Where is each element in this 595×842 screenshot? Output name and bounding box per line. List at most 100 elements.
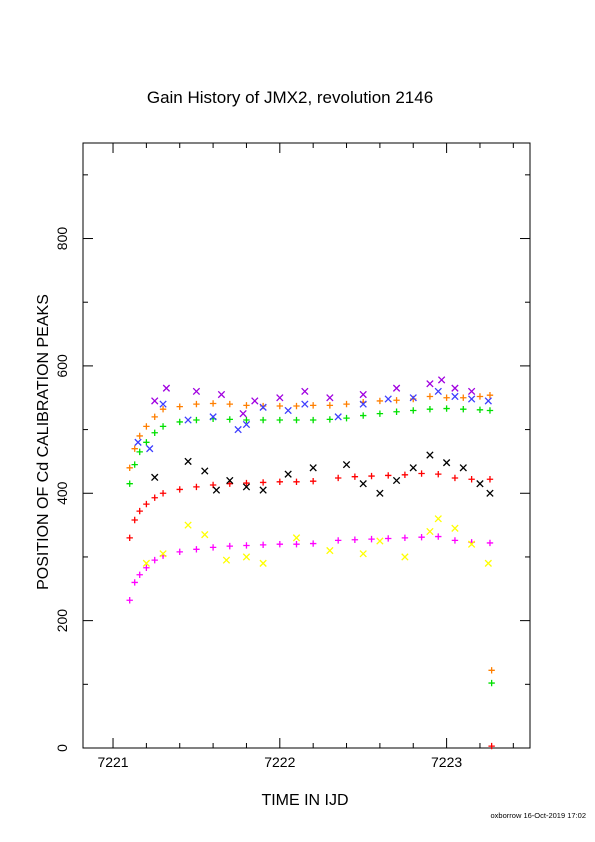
data-point-magenta xyxy=(418,534,425,541)
data-point-blue xyxy=(209,413,217,421)
data-point-blue xyxy=(434,387,442,396)
data-point-black xyxy=(242,483,251,491)
data-point-yellow xyxy=(434,515,442,523)
data-point-orange xyxy=(226,400,233,408)
data-point-red xyxy=(226,480,233,487)
data-point-purple xyxy=(301,387,309,396)
data-point-purple xyxy=(251,397,259,405)
data-point-orange xyxy=(243,402,250,409)
footer-credit: oxborrow 16-Oct-2019 17:02 xyxy=(491,811,586,820)
data-point-red xyxy=(126,534,133,542)
data-point-magenta xyxy=(368,535,375,543)
data-point-green xyxy=(126,480,133,487)
data-point-green xyxy=(376,410,384,417)
data-point-green xyxy=(193,416,200,424)
data-point-green xyxy=(486,407,494,414)
data-point-black xyxy=(486,489,494,497)
data-point-red xyxy=(334,474,342,482)
data-point-blue xyxy=(146,445,154,453)
data-point-green xyxy=(159,423,167,430)
chart-title: Gain History of JMX2, revolution 2146 xyxy=(147,88,433,107)
data-point-black xyxy=(309,464,317,472)
data-point-yellow xyxy=(159,550,167,558)
data-point-green xyxy=(226,416,233,423)
data-point-red xyxy=(293,478,300,485)
data-point-red xyxy=(488,742,495,750)
data-point-black xyxy=(259,486,267,494)
data-point-red xyxy=(276,478,284,485)
data-point-green xyxy=(393,408,400,415)
data-point-orange xyxy=(143,423,150,430)
x-tick-label: 7222 xyxy=(264,754,295,770)
data-point-yellow xyxy=(222,556,231,564)
data-point-purple xyxy=(239,409,247,418)
data-point-orange xyxy=(131,445,138,452)
data-point-black xyxy=(442,459,451,467)
data-point-orange xyxy=(259,402,267,410)
data-point-red xyxy=(351,473,359,480)
data-point-black xyxy=(151,473,159,482)
data-point-green xyxy=(360,412,367,419)
data-point-magenta xyxy=(143,564,150,571)
data-point-blue xyxy=(134,438,142,446)
data-point-orange xyxy=(393,397,400,404)
data-point-green xyxy=(443,405,450,412)
data-point-green xyxy=(176,418,183,426)
data-point-magenta xyxy=(193,546,200,553)
data-point-blue xyxy=(409,394,417,402)
data-point-blue xyxy=(451,392,459,401)
data-point-magenta xyxy=(451,537,459,544)
data-point-blue xyxy=(359,400,367,408)
data-point-blue xyxy=(234,425,242,434)
data-point-magenta xyxy=(435,533,442,540)
data-point-orange xyxy=(276,402,284,410)
data-point-green xyxy=(326,416,334,423)
data-point-yellow xyxy=(259,559,267,567)
data-point-magenta xyxy=(131,579,138,586)
data-point-red xyxy=(368,472,375,480)
data-point-yellow xyxy=(376,537,384,545)
data-point-green xyxy=(243,416,250,424)
data-point-red xyxy=(385,472,392,479)
data-point-red xyxy=(131,516,138,524)
data-point-orange xyxy=(376,397,384,405)
data-point-black xyxy=(409,464,417,472)
data-point-orange xyxy=(326,402,334,409)
data-point-yellow xyxy=(201,530,209,539)
data-point-orange xyxy=(486,391,494,399)
data-point-red xyxy=(243,479,250,487)
data-point-black xyxy=(284,470,292,478)
data-point-red xyxy=(159,490,167,497)
data-point-magenta xyxy=(385,535,392,542)
y-tick-label: 0 xyxy=(54,744,70,752)
data-point-green xyxy=(131,461,138,468)
data-point-purple xyxy=(426,380,434,388)
data-point-black xyxy=(359,480,367,488)
data-point-red xyxy=(435,470,442,478)
data-point-black xyxy=(212,486,221,494)
y-tick-label: 400 xyxy=(54,481,70,505)
data-point-orange xyxy=(343,400,350,408)
y-tick-label: 600 xyxy=(54,354,70,378)
data-point-red xyxy=(259,479,267,486)
data-point-orange xyxy=(136,432,143,440)
data-point-magenta xyxy=(293,541,300,548)
data-point-blue xyxy=(184,416,192,424)
data-point-purple xyxy=(359,390,367,399)
data-point-orange xyxy=(176,403,183,410)
data-point-magenta xyxy=(209,544,217,551)
data-point-red xyxy=(193,483,200,491)
data-point-green xyxy=(460,406,467,413)
data-point-red xyxy=(136,507,143,515)
data-point-red xyxy=(309,477,317,485)
plot-area: 7221 7222 7223 0 200 400 600 800 xyxy=(54,142,531,770)
data-point-black xyxy=(184,457,192,466)
data-point-green xyxy=(136,448,143,456)
data-point-yellow xyxy=(142,559,151,567)
data-point-yellow xyxy=(451,524,459,532)
data-point-yellow xyxy=(484,559,492,567)
data-point-orange xyxy=(151,413,158,421)
data-point-black xyxy=(342,460,351,469)
data-point-magenta xyxy=(136,571,143,578)
data-point-magenta xyxy=(259,541,267,549)
